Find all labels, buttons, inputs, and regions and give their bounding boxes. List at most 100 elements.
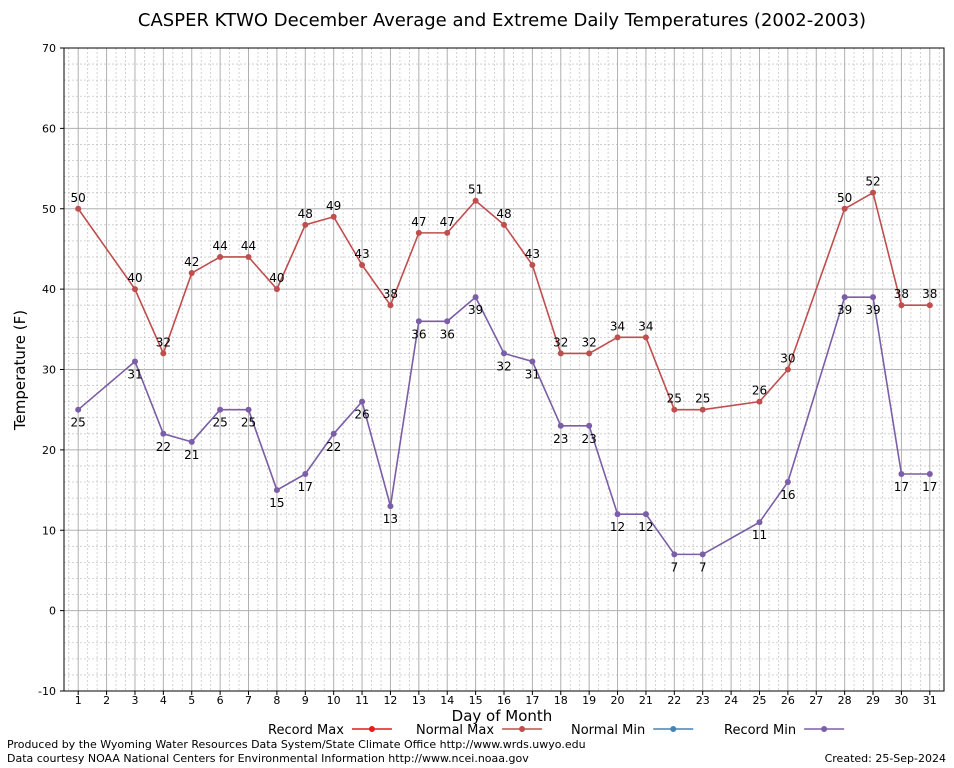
x-tick-label: 24	[724, 694, 738, 707]
y-tick-label: 40	[42, 283, 56, 296]
normal-max-data-label: 51	[468, 183, 483, 197]
normal-max-data-label: 30	[780, 352, 795, 366]
x-tick-label: 15	[469, 694, 483, 707]
x-tick-label: 21	[639, 694, 653, 707]
x-tick-label: 29	[866, 694, 880, 707]
normal-max-point	[160, 350, 167, 357]
record-min-data-label: 15	[269, 496, 284, 510]
record-min-data-label: 36	[440, 327, 455, 341]
x-tick-label: 11	[355, 694, 369, 707]
record-min-point	[472, 294, 479, 301]
normal-max-point	[444, 229, 451, 236]
normal-max-point	[245, 253, 252, 260]
x-tick-label: 17	[525, 694, 539, 707]
series-layer: 50 40 32 42 44 44 40 48 49 43 38 47 47 51 48 43 32 32 34 34…	[71, 175, 938, 575]
y-tick-label: 50	[42, 203, 56, 216]
normal-max-point	[529, 262, 536, 269]
normal-max-line	[77, 191, 930, 411]
y-tick-label: 10	[42, 524, 56, 537]
x-tick-label: 10	[327, 694, 341, 707]
x-tick-label: 26	[781, 694, 795, 707]
record-min-data-label: 7	[671, 560, 679, 574]
normal-max-data-label: 42	[184, 255, 199, 269]
legend-marker	[519, 726, 526, 732]
normal-max-data-label: 44	[212, 239, 227, 253]
normal-max-data-label: 48	[496, 207, 511, 221]
normal-max-data-label: 25	[667, 392, 682, 406]
record-min-point	[160, 430, 167, 437]
normal-max-point	[870, 189, 877, 196]
x-tick-label: 30	[894, 694, 908, 707]
record-min-point	[188, 438, 195, 445]
legend: Record Max Normal Max Normal Min Record Min	[268, 723, 845, 738]
legend-label: Record Max	[268, 723, 344, 738]
x-tick-label: 4	[160, 694, 167, 707]
record-min-point	[501, 350, 507, 357]
record-min-data-label: 39	[468, 303, 483, 317]
normal-max-point	[671, 406, 678, 413]
legend-label: Record Min	[724, 723, 796, 738]
record-min-line	[77, 295, 930, 556]
record-min-data-label: 12	[610, 520, 625, 534]
footer-data-source: Data courtesy NOAA National Centers for …	[7, 752, 529, 765]
normal-max-data-label: 38	[383, 287, 398, 301]
normal-max-data-label: 32	[553, 335, 568, 349]
record-min-data-label: 25	[241, 416, 256, 430]
normal-max-point	[642, 334, 649, 341]
normal-max-point	[586, 350, 593, 357]
normal-max-data-label: 32	[582, 335, 597, 349]
record-min-point	[586, 422, 593, 429]
record-min-point	[273, 487, 280, 494]
normal-max-data-label: 34	[638, 319, 653, 333]
x-tick-label: 13	[412, 694, 426, 707]
normal-max-point	[557, 350, 564, 357]
normal-max-data-label: 50	[837, 191, 852, 205]
record-min-point	[926, 470, 933, 477]
record-min-point	[131, 358, 138, 365]
normal-max-data-label: 43	[525, 247, 540, 261]
normal-max-point	[699, 406, 706, 413]
normal-max-data-label: 38	[894, 287, 909, 301]
normal-max-point	[387, 302, 394, 309]
record-min-point	[870, 294, 877, 301]
x-tick-label: 5	[188, 694, 195, 707]
normal-max-point	[217, 253, 224, 260]
record-min-point	[415, 318, 422, 325]
record-min-data-label: 23	[582, 432, 597, 446]
chart-title: CASPER KTWO December Average and Extreme…	[138, 10, 866, 31]
y-tick-label: 30	[42, 364, 56, 377]
normal-max-point	[614, 334, 621, 341]
x-tick-label: 7	[245, 694, 252, 707]
x-axis: 1 2 3 4 5 6 7 8 9 10 11 12 13 14 15 16 17 18 19 20 21 22 23 24 2…	[75, 691, 937, 707]
x-tick-label: 22	[667, 694, 681, 707]
x-tick-label: 8	[273, 694, 280, 707]
x-tick-label: 20	[611, 694, 625, 707]
normal-max-point	[188, 270, 195, 277]
record-min-point	[671, 551, 678, 558]
legend-marker	[821, 726, 828, 732]
normal-max-data-label: 38	[922, 287, 937, 301]
record-min-data-label: 7	[699, 560, 707, 574]
normal-max-point	[756, 398, 763, 405]
y-axis: -10 0 10 20 30 40 50 60 70	[38, 42, 64, 698]
normal-max-point	[841, 205, 848, 212]
record-min-point	[75, 406, 82, 413]
normal-max-data-label: 40	[127, 271, 142, 285]
record-min-data-label: 17	[894, 480, 909, 494]
record-min-data-label: 21	[184, 448, 199, 462]
x-tick-label: 23	[696, 694, 710, 707]
x-tick-label: 19	[582, 694, 596, 707]
record-min-data-label: 32	[496, 359, 511, 373]
record-min-point	[302, 470, 309, 477]
record-min-data-label: 25	[71, 416, 86, 430]
footer-credit: Produced by the Wyoming Water Resources …	[7, 738, 586, 751]
normal-max-point	[273, 286, 280, 293]
record-min-point	[784, 479, 791, 486]
record-min-data-label: 23	[553, 432, 568, 446]
normal-max-point	[302, 221, 309, 228]
grid	[64, 47, 944, 692]
record-min-data-label: 12	[638, 520, 653, 534]
record-min-data-label: 13	[383, 512, 398, 526]
record-min-point	[841, 294, 848, 301]
